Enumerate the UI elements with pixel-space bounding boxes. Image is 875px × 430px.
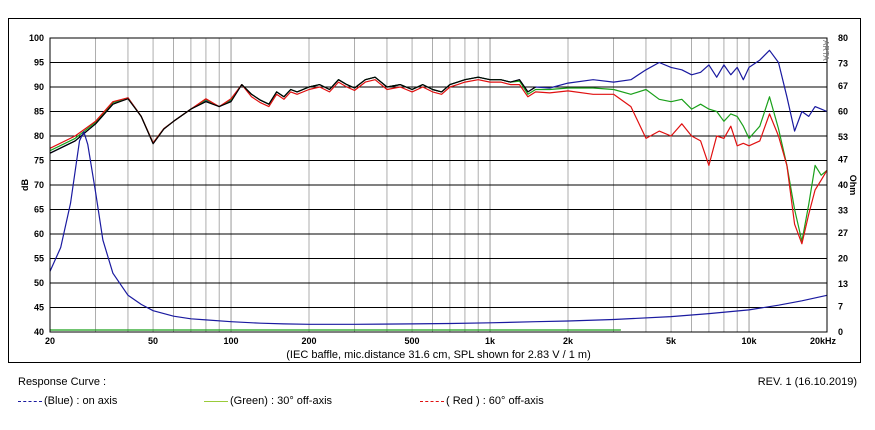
x-tick-label: 200 [301, 336, 316, 346]
x-tick-label: 10k [742, 336, 758, 346]
y-left-tick-label: 75 [34, 156, 44, 166]
x-tick-label: 20 [45, 336, 55, 346]
y-left-tick-label: 85 [34, 107, 44, 117]
legend-title: Response Curve : [18, 376, 107, 388]
grid [49, 37, 828, 333]
x-tick-label: 500 [405, 336, 420, 346]
legend-item-blue: (Blue) : on axis [18, 395, 117, 407]
y-left-tick-label: 55 [34, 254, 44, 264]
y-right-tick-label: 20 [838, 254, 848, 264]
revision-label: REV. 1 (16.10.2019) [757, 376, 857, 388]
x-tick-label: 1k [485, 336, 496, 346]
series-group [49, 49, 828, 331]
y-left-tick-label: 80 [34, 131, 44, 141]
y-right-tick-label: 47 [838, 154, 848, 164]
x-tick-label: 2k [563, 336, 574, 346]
y-right-tick-label: 27 [838, 228, 848, 238]
y-left-tick-label: 50 [34, 278, 44, 288]
y-left-tick-label: 60 [34, 229, 44, 239]
legend-item-red: ( Red ) : 60° off-axis [420, 395, 544, 407]
legend-text: : 30° off-axis [270, 395, 333, 407]
y-right-tick-label: 80 [838, 33, 848, 43]
y-axis-left-label: dB [20, 179, 30, 191]
y-right-tick-label: 7 [838, 301, 843, 311]
corner-mark: ARTA [821, 40, 830, 61]
legend-color-word: (Green) [230, 395, 268, 407]
legend-color-word: (Blue) [44, 395, 74, 407]
x-tick-label: 100 [224, 336, 239, 346]
series-line-4 [49, 131, 828, 325]
y-left-tick-label: 65 [34, 205, 44, 215]
y-right-tick-label: 67 [838, 81, 848, 91]
series-line-0 [49, 49, 828, 154]
tick-labels: 20 50 100 200 500 1k 2k 5k 10k 20kHz4045505560657… [29, 33, 848, 346]
y-axis-right-label: Ohm [848, 175, 858, 196]
y-right-tick-label: 53 [838, 132, 848, 142]
legend-swatch-red [420, 400, 444, 402]
plot-area-border [49, 37, 828, 333]
legend-item-green: (Green) : 30° off-axis [204, 395, 332, 407]
y-right-tick-label: 73 [838, 59, 848, 69]
y-right-tick-label: 0 [838, 327, 843, 337]
x-tick-label: 5k [666, 336, 677, 346]
y-left-tick-label: 90 [34, 82, 44, 92]
x-tick-label: 20kHz [810, 336, 837, 346]
series-line-2 [49, 79, 828, 245]
y-left-tick-label: 100 [29, 33, 44, 43]
legend-swatch-blue [18, 400, 42, 402]
chart-caption: (IEC baffle, mic.distance 31.6 cm, SPL s… [286, 349, 590, 361]
y-left-tick-label: 45 [34, 303, 44, 313]
y-right-tick-label: 33 [838, 206, 848, 216]
y-right-tick-label: 40 [838, 180, 848, 190]
y-left-tick-label: 40 [34, 327, 44, 337]
x-tick-label: 50 [148, 336, 158, 346]
legend-text: : 60° off-axis [482, 395, 544, 407]
y-right-tick-label: 13 [838, 279, 848, 289]
y-left-tick-label: 95 [34, 58, 44, 68]
series-line-3 [49, 76, 536, 154]
y-left-tick-label: 70 [34, 180, 44, 190]
y-right-tick-label: 60 [838, 107, 848, 117]
legend-color-word: ( Red ) [446, 395, 480, 407]
chart-frame [8, 18, 861, 363]
legend-swatch-green [204, 400, 228, 402]
legend-text: : on axis [76, 395, 118, 407]
